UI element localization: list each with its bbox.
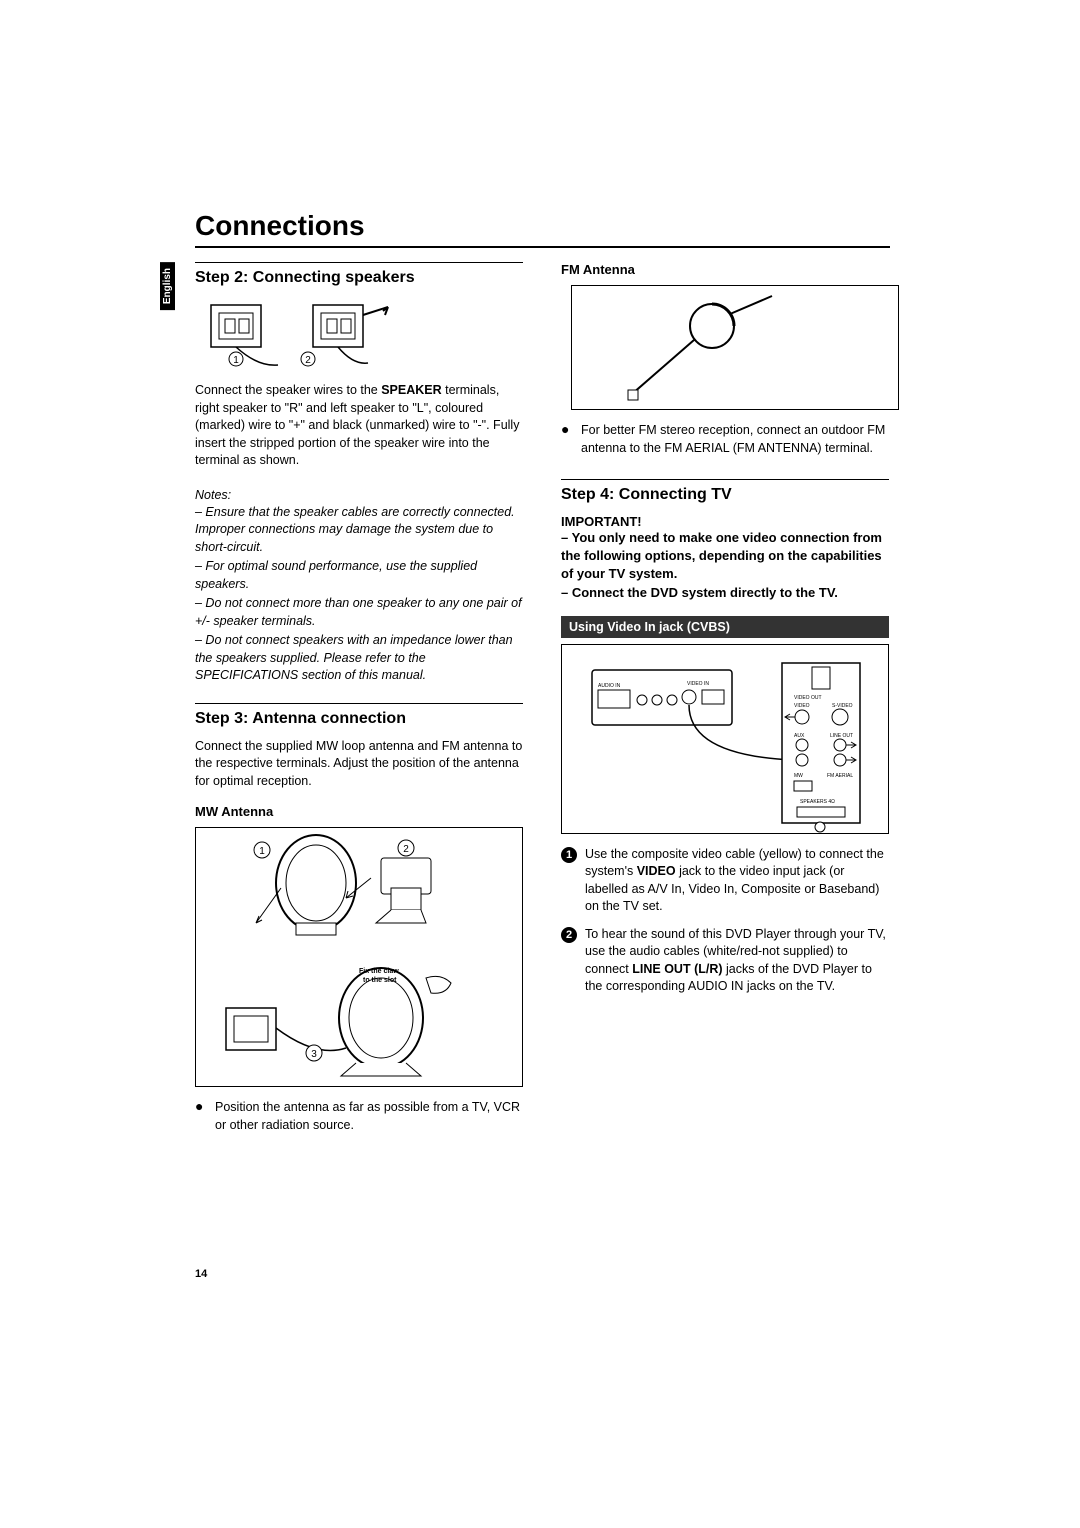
tv-step-1: 1 Use the composite video cable (yellow)…: [561, 846, 889, 916]
svg-text:2: 2: [403, 844, 409, 855]
step4-rule: [561, 479, 889, 480]
number-2-icon: 2: [561, 927, 577, 943]
tv-step-1-text: Use the composite video cable (yellow) t…: [585, 846, 889, 916]
number-1-icon: 1: [561, 847, 577, 863]
page-title: Connections: [195, 210, 890, 242]
step2-text-bold: SPEAKER: [381, 383, 441, 397]
step2-text-1: Connect the speaker wires to the: [195, 383, 381, 397]
fig-circle-2: 2: [305, 355, 311, 366]
important-label: IMPORTANT!: [561, 514, 889, 529]
svg-text:AUDIO IN: AUDIO IN: [598, 683, 621, 689]
tv-step-2-text: To hear the sound of this DVD Player thr…: [585, 926, 889, 996]
svg-text:MW: MW: [794, 773, 803, 779]
bullet-icon: ●: [561, 422, 573, 457]
fig-circle-1: 1: [233, 355, 239, 366]
svg-text:AUX: AUX: [794, 733, 805, 739]
svg-text:1: 1: [259, 846, 265, 857]
mw-bullet-text: Position the antenna as far as possible …: [215, 1099, 523, 1134]
note3: – Do not connect more than one speaker t…: [195, 595, 523, 630]
note2: – For optimal sound performance, use the…: [195, 558, 523, 593]
tv-step-2: 2 To hear the sound of this DVD Player t…: [561, 926, 889, 996]
figure-fm-antenna: [571, 285, 899, 410]
fm-bullet-text: For better FM stereo reception, connect …: [581, 422, 889, 457]
notes-label: Notes:: [195, 488, 523, 502]
bullet-icon: ●: [195, 1099, 207, 1134]
tv1-bold: VIDEO: [637, 864, 676, 878]
svg-text:SPEAKERS 4Ω: SPEAKERS 4Ω: [800, 799, 835, 805]
tv2-bold: LINE OUT (L/R): [632, 962, 722, 976]
svg-text:to the slot: to the slot: [363, 977, 397, 984]
language-tab: English: [160, 262, 175, 310]
svg-text:VIDEO OUT: VIDEO OUT: [794, 695, 822, 701]
figure-speakers: 1 2: [203, 297, 413, 382]
step2-rule: [195, 262, 523, 263]
step3-rule: [195, 703, 523, 704]
svg-text:LINE OUT: LINE OUT: [830, 733, 853, 739]
important1: – You only need to make one video connec…: [561, 529, 889, 584]
page-content: Connections Step 2: Connecting speakers: [195, 210, 890, 1134]
page-number: 14: [195, 1268, 207, 1280]
title-rule: [195, 246, 890, 248]
note4: – Do not connect speakers with an impeda…: [195, 632, 523, 685]
svg-text:3: 3: [311, 1049, 317, 1060]
svg-text:VIDEO: VIDEO: [794, 703, 810, 709]
right-column: FM Antenna ● For better FM stereo recept…: [561, 262, 889, 1134]
left-column: Step 2: Connecting speakers: [195, 262, 523, 1134]
mw-heading: MW Antenna: [195, 804, 523, 819]
note1: – Ensure that the speaker cables are cor…: [195, 504, 523, 557]
svg-text:FM AERIAL: FM AERIAL: [827, 773, 853, 779]
svg-text:VIDEO IN: VIDEO IN: [687, 681, 709, 687]
cvbs-banner: Using Video In jack (CVBS): [561, 616, 889, 638]
mw-bullet: ● Position the antenna as far as possibl…: [195, 1099, 523, 1134]
svg-text:S-VIDEO: S-VIDEO: [832, 703, 853, 709]
fm-bullet: ● For better FM stereo reception, connec…: [561, 422, 889, 457]
fm-heading: FM Antenna: [561, 262, 889, 277]
svg-text:Fix the claw: Fix the claw: [359, 968, 399, 975]
step2-text: Connect the speaker wires to the SPEAKER…: [195, 382, 523, 470]
step3-heading: Step 3: Antenna connection: [195, 710, 523, 728]
figure-mw-antenna: Fix the claw to the slot 1 2 3: [195, 827, 523, 1087]
step4-heading: Step 4: Connecting TV: [561, 486, 889, 504]
important2: – Connect the DVD system directly to the…: [561, 584, 889, 602]
step2-heading: Step 2: Connecting speakers: [195, 269, 523, 287]
figure-tv-connection: AUDIO IN VIDEO IN VIDEO OUT VIDEO S-VIDE…: [561, 644, 889, 834]
step3-text: Connect the supplied MW loop antenna and…: [195, 738, 523, 791]
